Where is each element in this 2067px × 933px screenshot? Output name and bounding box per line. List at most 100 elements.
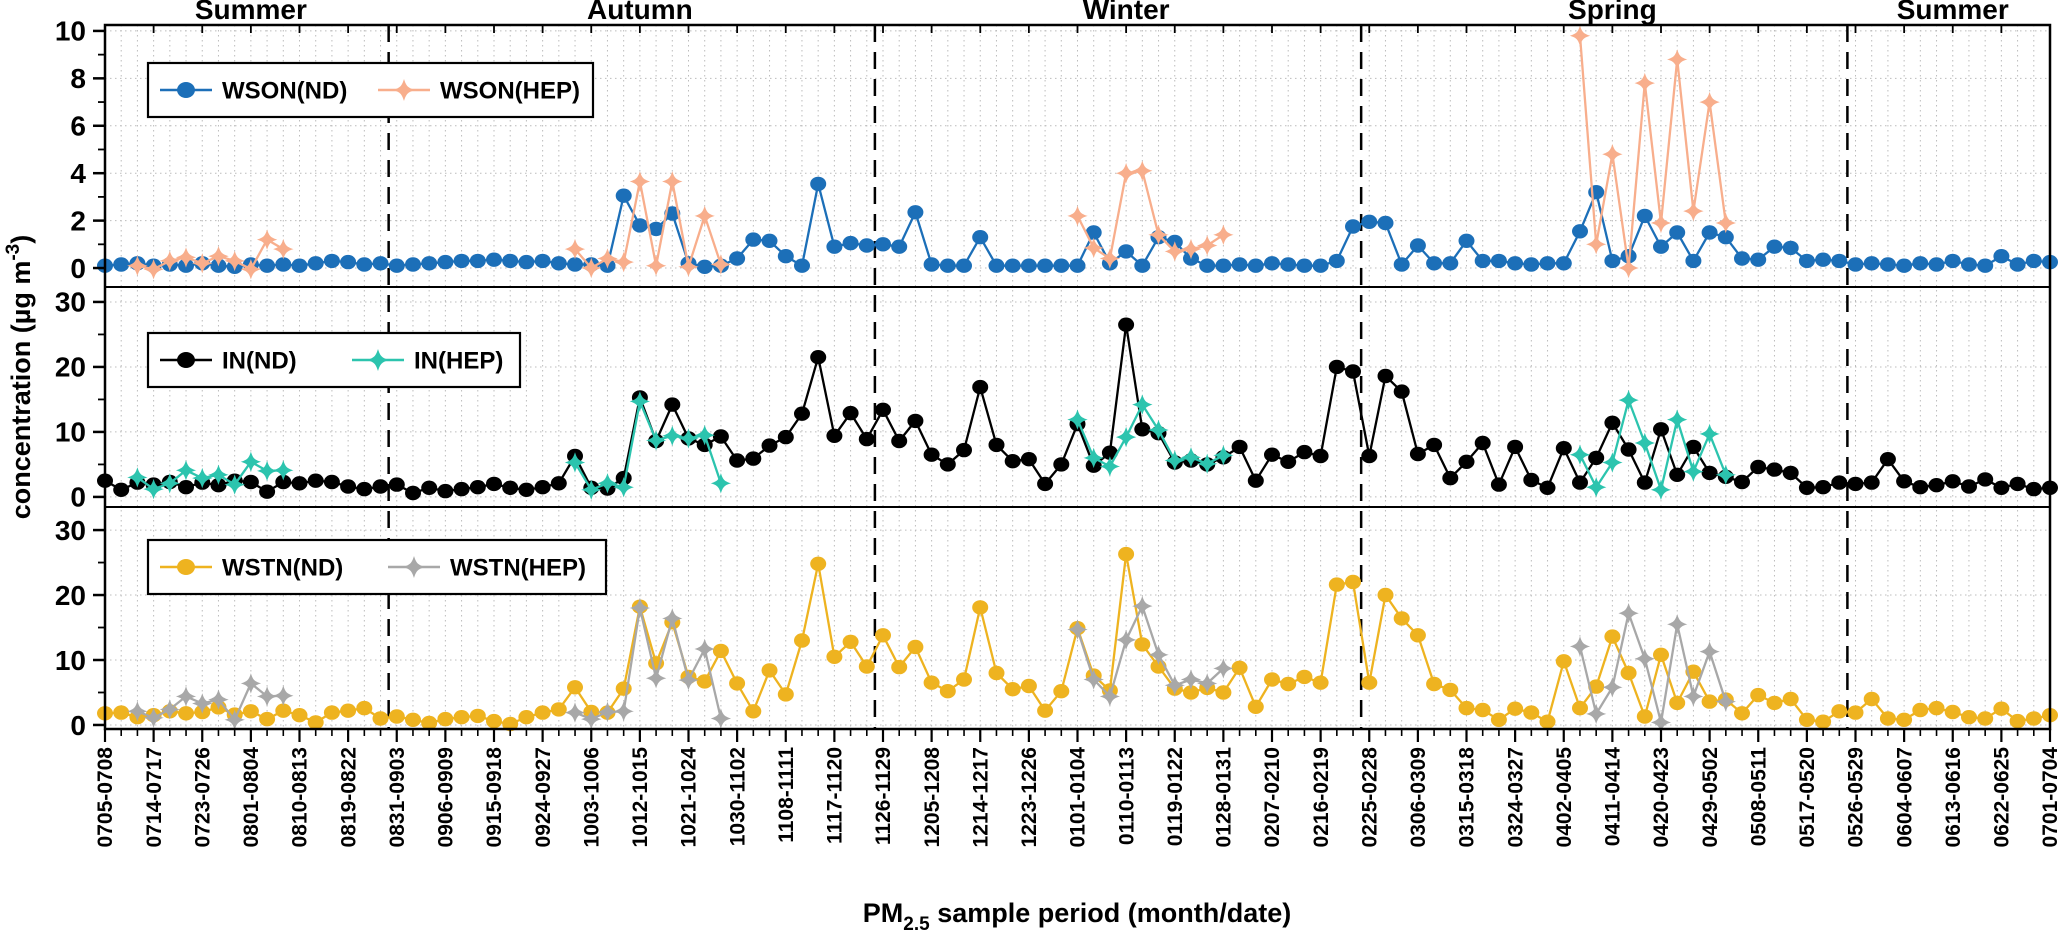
nd-marker: [388, 709, 405, 724]
hep-marker: [1569, 636, 1591, 657]
nd-marker: [745, 704, 762, 719]
nd-marker: [469, 253, 486, 269]
nd-marker: [486, 252, 502, 267]
nd-marker: [956, 672, 972, 687]
nd-marker: [696, 674, 713, 689]
hep-marker: [1586, 477, 1607, 498]
hep-marker: [1213, 224, 1234, 245]
x-tick-label: 0819-0822: [337, 747, 360, 847]
hep-marker: [224, 474, 245, 495]
nd-marker: [664, 397, 681, 412]
nd-marker: [1977, 472, 1994, 487]
nd-marker: [1636, 208, 1653, 224]
hep-marker: [143, 478, 164, 500]
nd-marker: [1863, 475, 1880, 490]
hep-marker: [1148, 224, 1169, 245]
nd-marker: [1037, 703, 1054, 718]
nd-marker: [1961, 710, 1977, 725]
hep-marker: [403, 556, 425, 578]
nd-marker: [1296, 669, 1313, 685]
hep-marker: [273, 685, 294, 706]
hep-marker: [143, 707, 164, 728]
nd-marker: [1863, 256, 1880, 271]
x-tick-label: 0119-0122: [1164, 747, 1187, 846]
nd-marker: [340, 479, 357, 494]
nd-marker: [275, 257, 292, 272]
nd-marker: [1426, 256, 1443, 271]
x-tick-label: 0225-0228: [1358, 747, 1381, 848]
hep-marker: [192, 467, 213, 489]
hep-marker: [256, 229, 278, 250]
x-tick-label: 1108-1111: [775, 747, 798, 843]
nd-marker: [1474, 435, 1491, 451]
nd-marker: [534, 705, 551, 720]
nd-marker: [1588, 185, 1605, 200]
nd-marker: [1831, 475, 1848, 490]
legend-label: WSON(ND): [222, 77, 347, 104]
nd-marker: [777, 429, 794, 445]
nd-marker: [1458, 233, 1475, 248]
nd-marker: [1815, 480, 1832, 495]
x-tick-label: 0402-0405: [1553, 747, 1576, 848]
hep-marker: [1132, 394, 1153, 415]
nd-marker: [518, 482, 535, 497]
nd-marker: [1879, 711, 1896, 726]
nd-marker: [1750, 459, 1767, 475]
nd-marker: [307, 256, 324, 271]
nd-marker: [1896, 258, 1913, 273]
hep-marker: [1715, 212, 1736, 234]
x-tick-label: 0622-0625: [1991, 747, 2014, 848]
nd-marker: [664, 206, 681, 221]
nd-marker: [1215, 685, 1232, 700]
nd-marker: [1085, 225, 1102, 240]
nd-marker: [1523, 705, 1540, 720]
hep-marker: [1180, 447, 1202, 468]
nd-marker: [372, 711, 389, 726]
nd-marker: [1490, 712, 1507, 727]
nd-marker: [696, 259, 713, 274]
nd-marker: [307, 473, 324, 488]
season-label: Summer: [1897, 0, 2009, 25]
series-markers-IN(ND): [97, 317, 2058, 501]
x-axis-title: PM2.5 sample period (month/date): [863, 898, 1291, 933]
x-tick-label: 0315-0318: [1456, 747, 1479, 848]
x-tick-label: 0906-0909: [435, 747, 458, 847]
nd-marker: [1377, 368, 1394, 384]
nd-marker: [1588, 679, 1605, 694]
nd-marker: [939, 457, 956, 472]
nd-marker: [1879, 257, 1896, 272]
x-tick-label: 0110-0113: [1115, 747, 1138, 845]
nd-marker: [1572, 224, 1588, 239]
nd-marker: [1798, 253, 1815, 269]
x-tick-label: 0526-0529: [1845, 747, 1868, 847]
hep-marker: [1067, 409, 1088, 430]
nd-marker: [534, 253, 551, 269]
x-tick-label: 1205-1208: [921, 747, 944, 848]
nd-marker: [1636, 475, 1653, 490]
hep-marker: [1715, 464, 1736, 485]
hep-marker: [1099, 686, 1121, 707]
hep-marker: [581, 708, 602, 730]
nd-marker: [1231, 660, 1248, 675]
hep-marker: [564, 452, 586, 473]
nd-marker: [842, 634, 859, 649]
nd-marker: [1280, 676, 1297, 692]
x-tick-label: 0723-0726: [191, 747, 214, 847]
nd-marker: [1037, 258, 1054, 273]
x-tick-label: 0411-0414: [1602, 747, 1625, 847]
hep-marker: [629, 391, 651, 412]
series-line-IN(HEP): [136, 398, 1727, 491]
hep-marker: [564, 702, 586, 723]
nd-marker: [1977, 258, 1994, 273]
y-tick-label: 20: [55, 352, 86, 383]
nd-marker: [777, 249, 794, 264]
season-label: Spring: [1568, 0, 1657, 25]
nd-marker: [453, 481, 470, 497]
nd-marker: [956, 442, 972, 458]
nd-marker: [1393, 611, 1410, 626]
nd-marker: [1393, 257, 1410, 272]
hep-marker: [613, 701, 634, 722]
nd-marker: [729, 676, 746, 691]
nd-marker: [826, 428, 843, 443]
